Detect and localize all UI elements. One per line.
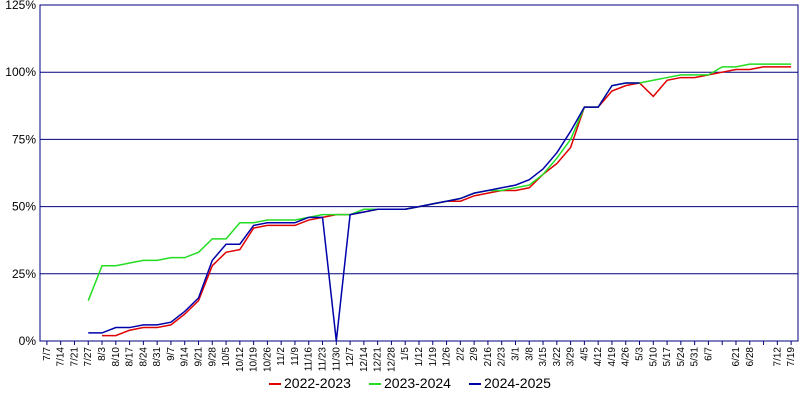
x-tick-label: 7/21 [69,347,80,367]
x-tick-label: 2/16 [483,347,494,367]
x-tick-label: 9/28 [207,347,218,367]
x-tick-label: 11/30 [331,347,342,372]
x-tick-label: 7/12 [772,347,783,367]
x-tick-label: 7/27 [83,347,94,367]
x-tick-label: 10/12 [235,347,246,372]
x-tick-label: 12/14 [359,347,370,372]
y-tick-label: 50% [12,200,36,214]
x-tick-label: 5/3 [635,347,646,361]
x-tick-label: 2/2 [455,347,466,361]
legend-label: 2024-2025 [484,375,551,391]
x-tick-label: 6/7 [703,347,714,361]
x-tick-label: 5/24 [676,347,687,367]
x-tick-label: 8/17 [125,347,136,367]
x-tick-label: 11/2 [276,347,287,366]
x-tick-label: 1/12 [414,347,425,367]
x-tick-label: 6/21 [731,347,742,367]
x-tick-label: 7/7 [42,347,53,361]
x-tick-label: 9/14 [180,347,191,367]
y-tick-label: 25% [12,267,36,281]
x-tick-label: 3/15 [538,347,549,367]
x-tick-label: 5/10 [648,347,659,367]
x-tick-label: 2/9 [469,347,480,361]
y-tick-label: 75% [12,132,36,146]
x-tick-label: 11/16 [304,347,315,372]
x-tick-label: 5/17 [662,347,673,367]
x-tick-label: 7/14 [56,347,67,367]
x-tick-label: 11/23 [318,347,329,372]
x-tick-label: 10/26 [262,347,273,372]
x-tick-label: 10/5 [221,347,232,367]
x-tick-label: 9/7 [166,347,177,361]
x-tick-label: 12/28 [386,347,397,372]
x-tick-label: 4/5 [579,347,590,361]
series-line [88,82,640,342]
x-tick-label: 12/21 [373,347,384,372]
x-tick-label: 10/19 [249,347,260,372]
x-tick-label: 8/24 [138,347,149,367]
x-tick-label: 3/22 [552,347,563,367]
x-tick-label: 3/29 [566,347,577,367]
x-tick-label: 7/19 [786,347,797,367]
x-tick-label: 3/1 [510,347,521,361]
legend-label: 2023-2024 [384,375,451,391]
x-tick-label: 4/26 [621,347,632,367]
y-tick-label: 0% [19,334,37,348]
plot-area [39,4,799,342]
x-tick-label: 1/26 [442,347,453,367]
legend-label: 2022-2023 [284,375,351,391]
x-tick-label: 8/10 [111,347,122,367]
x-tick-label: 4/19 [607,347,618,367]
x-tick-label: 1/19 [428,347,439,367]
x-tick-label: 8/3 [97,347,108,361]
x-tick-label: 8/31 [152,347,163,367]
x-tick-label: 12/7 [345,347,356,367]
y-tick-label: 100% [5,65,36,79]
x-tick-label: 3/8 [524,347,535,361]
x-tick-label: 9/21 [193,347,204,367]
x-tick-label: 6/28 [745,347,756,367]
y-tick-label: 125% [5,0,36,12]
x-tick-label: 2/23 [497,347,508,367]
x-tick-label: 11/9 [290,347,301,366]
x-tick-label: 5/31 [690,347,701,367]
x-tick-label: 4/12 [593,347,604,367]
x-tick-label: 1/5 [400,347,411,361]
